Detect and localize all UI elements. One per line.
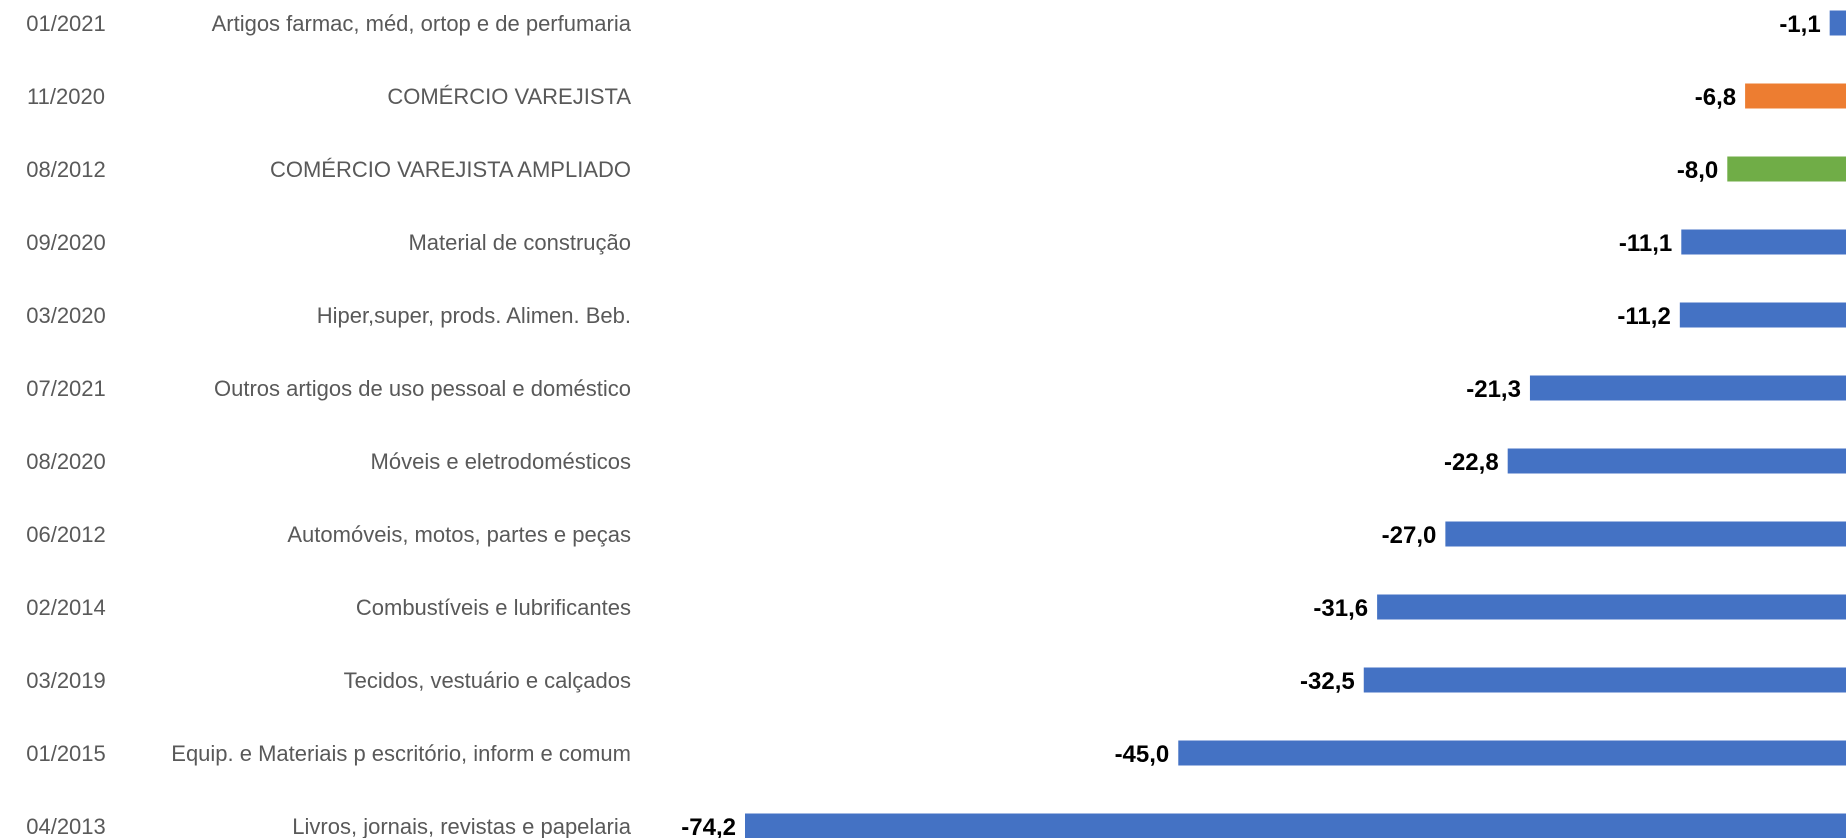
bar bbox=[1681, 229, 1846, 255]
category-label: Automóveis, motos, partes e peças bbox=[287, 522, 631, 547]
bar-row: 09/2020 Material de construção -11,1 bbox=[26, 229, 1846, 257]
bar bbox=[1829, 10, 1846, 36]
value-label: -27,0 bbox=[1382, 522, 1437, 549]
category-label: Tecidos, vestuário e calçados bbox=[344, 668, 631, 693]
category-label: Outros artigos de uso pessoal e doméstic… bbox=[214, 376, 631, 401]
category-label: COMÉRCIO VAREJISTA AMPLIADO bbox=[270, 157, 631, 182]
date-label: 08/2012 bbox=[26, 157, 106, 182]
value-label: -11,2 bbox=[1617, 303, 1670, 330]
bar-row: 07/2021 Outros artigos de uso pessoal e d… bbox=[26, 375, 1846, 403]
value-label: -31,6 bbox=[1313, 595, 1368, 622]
date-label: 01/2015 bbox=[26, 741, 106, 766]
date-label: 03/2020 bbox=[26, 303, 106, 328]
date-label: 06/2012 bbox=[26, 522, 106, 547]
bar-row: 11/2020 COMÉRCIO VAREJISTA -6,8 bbox=[27, 83, 1846, 111]
bar-row: 02/2014 Combustíveis e lubrificantes -31,6 bbox=[26, 594, 1846, 622]
category-label: Combustíveis e lubrificantes bbox=[356, 595, 631, 620]
bar-row: 03/2019 Tecidos, vestuário e calçados -32,… bbox=[26, 667, 1846, 695]
value-label: -21,3 bbox=[1466, 376, 1521, 403]
category-label: Artigos farmac, méd, ortop e de perfumar… bbox=[212, 11, 632, 36]
bar-row: 03/2020 Hiper,super, prods. Alimen. Beb. -… bbox=[26, 302, 1846, 330]
value-label: -45,0 bbox=[1115, 741, 1170, 768]
date-label: 07/2021 bbox=[26, 376, 106, 401]
date-label: 03/2019 bbox=[26, 668, 106, 693]
bar bbox=[1178, 740, 1846, 766]
date-label: 02/2014 bbox=[26, 595, 106, 620]
bar-row: 08/2020 Móveis e eletrodomésticos -22,8 bbox=[26, 448, 1846, 476]
value-label: -11,1 bbox=[1619, 230, 1672, 257]
category-label: Hiper,super, prods. Alimen. Beb. bbox=[317, 303, 631, 328]
value-label: -6,8 bbox=[1695, 84, 1736, 111]
value-label: -74,2 bbox=[681, 814, 736, 838]
category-label: Móveis e eletrodomésticos bbox=[371, 449, 631, 474]
bar bbox=[1745, 83, 1846, 109]
date-label: 09/2020 bbox=[26, 230, 106, 255]
value-label: -22,8 bbox=[1444, 449, 1499, 476]
date-label: 11/2020 bbox=[27, 84, 105, 109]
date-label: 01/2021 bbox=[26, 11, 106, 36]
bar-row: 04/2013 Livros, jornais, revistas e papel… bbox=[26, 813, 1846, 838]
bar bbox=[1507, 448, 1846, 474]
category-label: Equip. e Materiais p escritório, inform … bbox=[171, 741, 631, 766]
category-label: Material de construção bbox=[408, 230, 631, 255]
bar-row: 06/2012 Automóveis, motos, partes e peças… bbox=[26, 521, 1846, 549]
value-label: -32,5 bbox=[1300, 668, 1355, 695]
bar bbox=[745, 813, 1846, 838]
bar-row: 01/2021 Artigos farmac, méd, ortop e de p… bbox=[26, 10, 1846, 38]
bar bbox=[1363, 667, 1846, 693]
bar bbox=[1679, 302, 1846, 328]
bar-row: 08/2012 COMÉRCIO VAREJISTA AMPLIADO -8,0 bbox=[26, 156, 1846, 184]
bar bbox=[1445, 521, 1846, 547]
bar bbox=[1377, 594, 1846, 620]
category-label: Livros, jornais, revistas e papelaria bbox=[292, 814, 631, 838]
category-label: COMÉRCIO VAREJISTA bbox=[387, 84, 631, 109]
date-label: 08/2020 bbox=[26, 449, 106, 474]
date-label: 04/2013 bbox=[26, 814, 106, 838]
value-label: -8,0 bbox=[1677, 157, 1718, 184]
bar-row: 01/2015 Equip. e Materiais p escritório, … bbox=[26, 740, 1846, 768]
bar bbox=[1727, 156, 1846, 182]
bar bbox=[1529, 375, 1846, 401]
value-label: -1,1 bbox=[1779, 11, 1820, 38]
